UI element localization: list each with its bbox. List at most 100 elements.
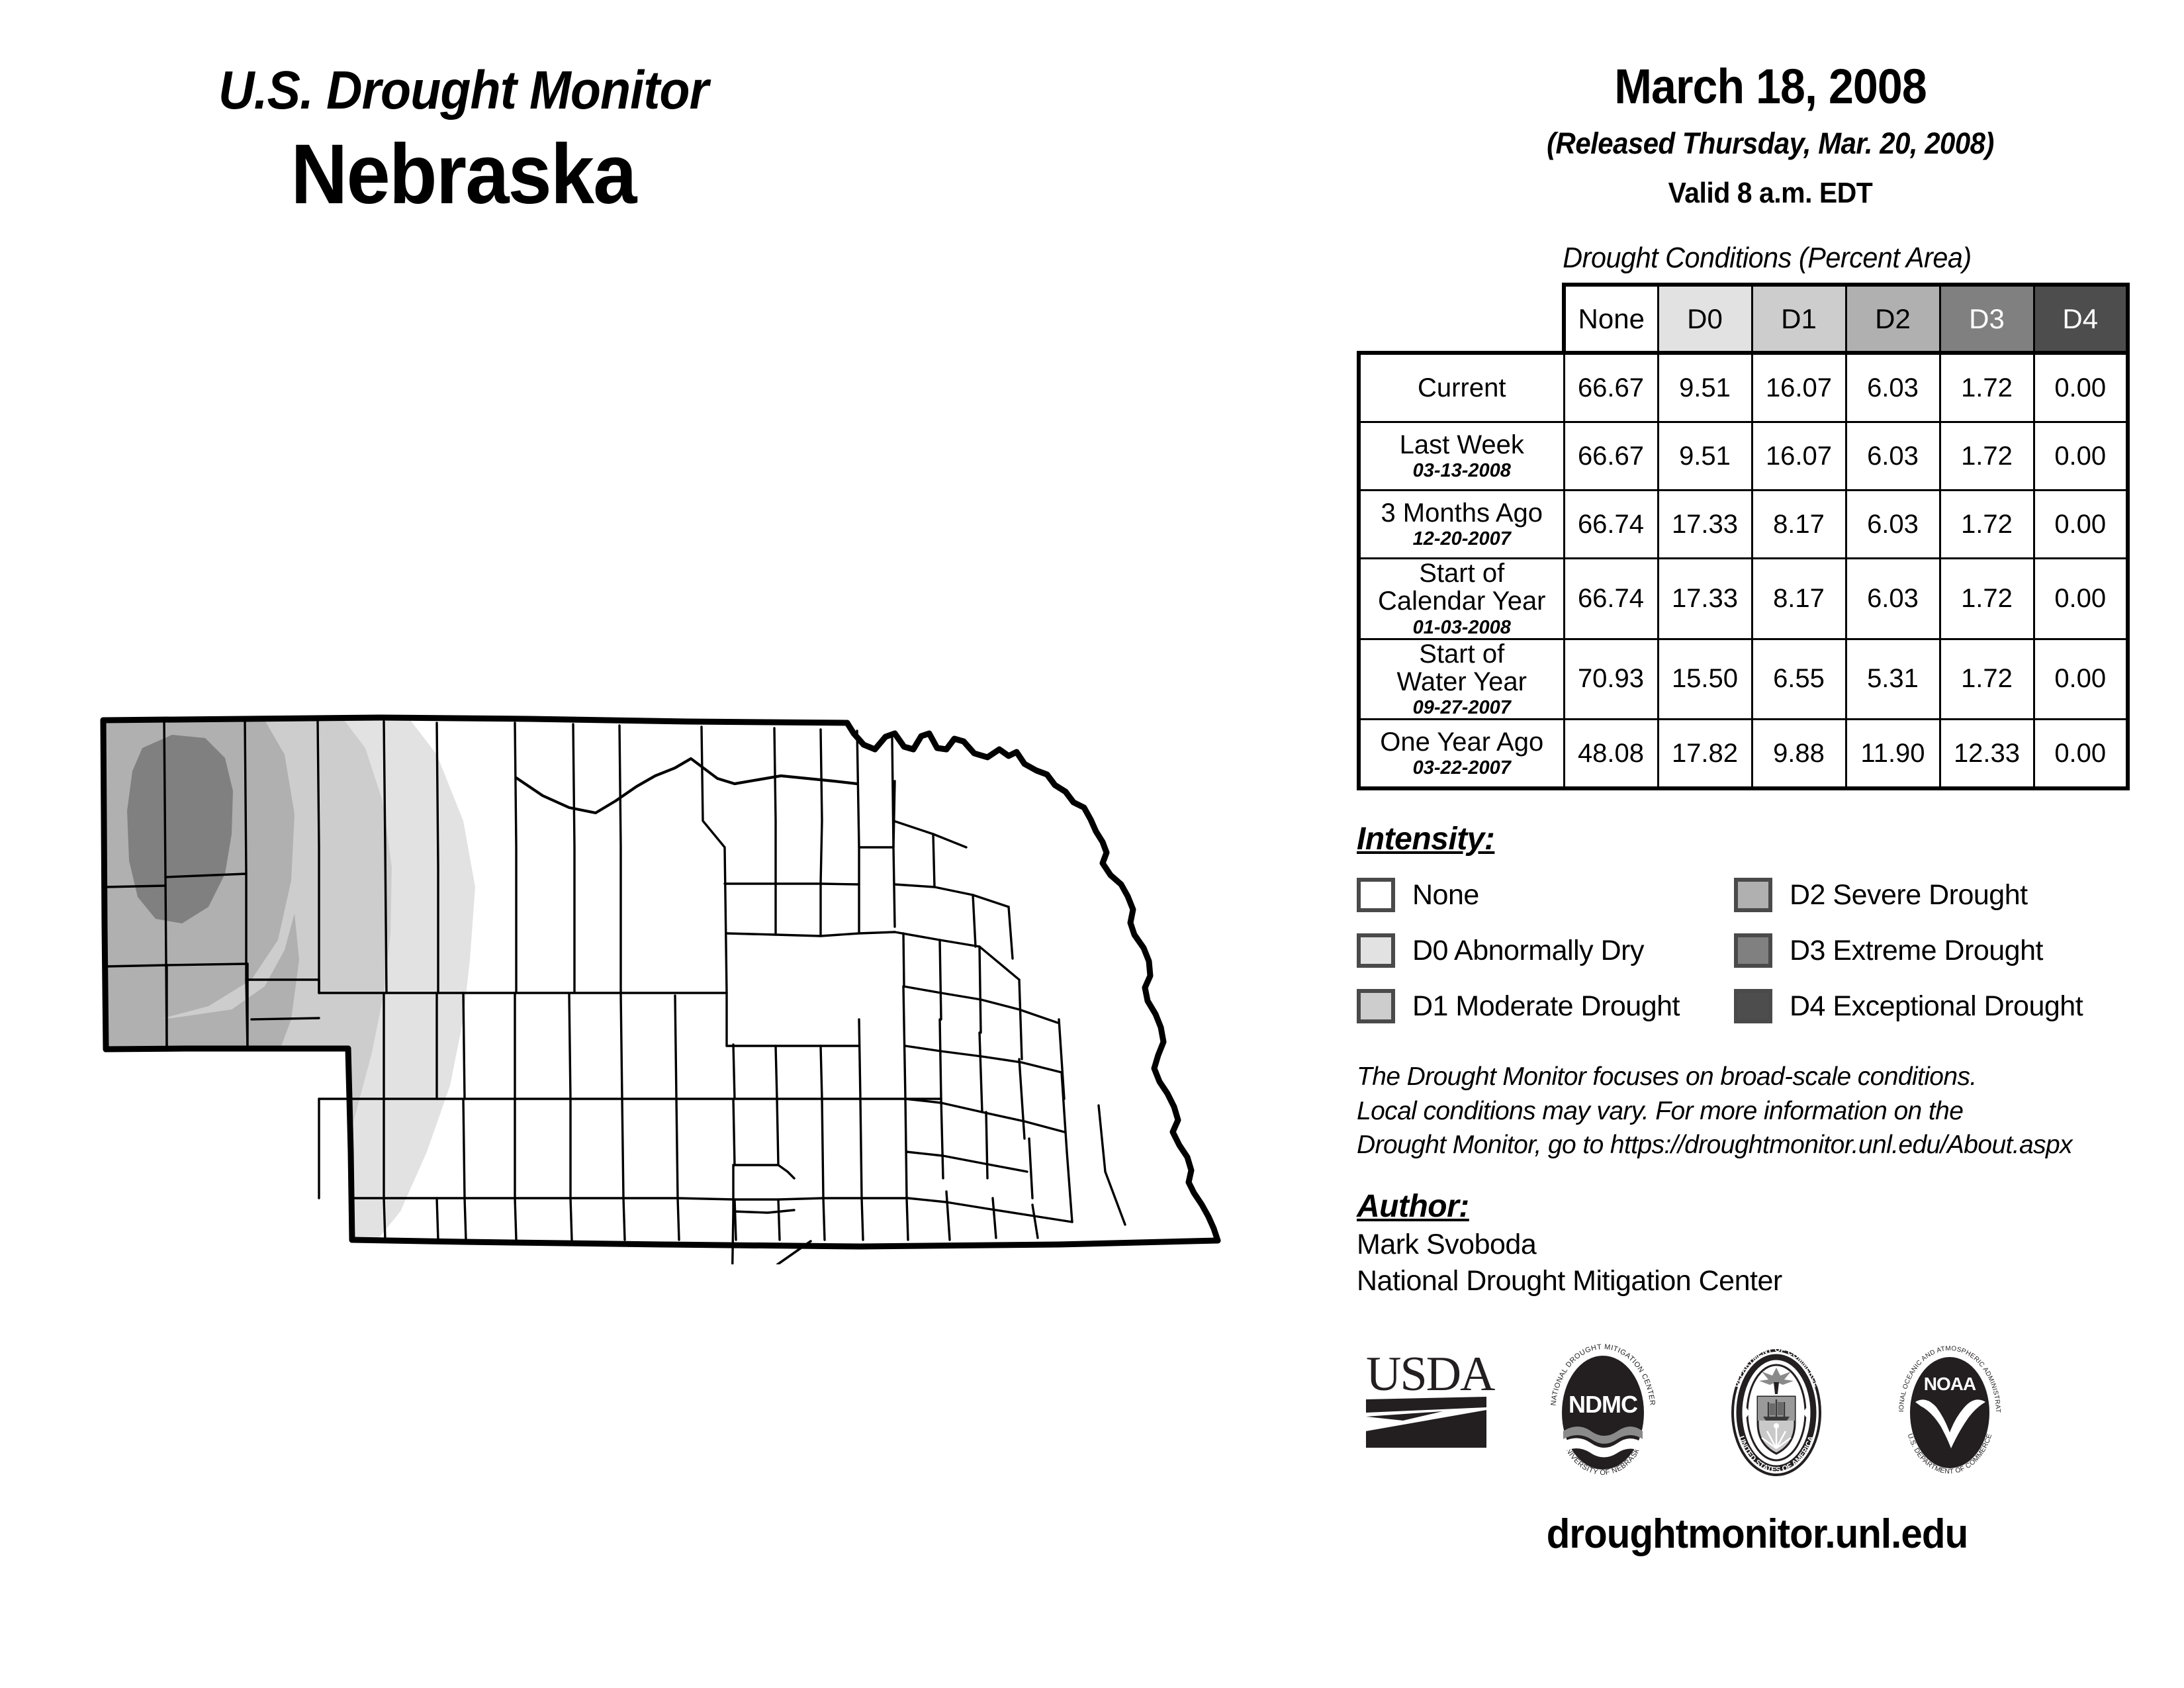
cell: 8.17 [1751,557,1847,640]
cell: 70.93 [1563,637,1659,721]
cell: 1.72 [1938,351,2035,423]
row-label-last-week: Last Week 03-13-2008 [1357,421,1565,491]
svg-text:NOAA: NOAA [1924,1374,1976,1394]
state-outline [100,714,1221,1250]
cell: 0.00 [2032,489,2130,559]
cell: 66.67 [1563,351,1659,423]
cell: 66.67 [1563,421,1659,491]
row-label-text: Start of Calendar Year [1377,559,1546,616]
usda-logo: USDA [1363,1338,1496,1477]
cell: 17.33 [1657,557,1753,640]
county-boundaries [103,718,1126,1264]
svg-text:NDMC: NDMC [1569,1391,1638,1418]
cell: 8.17 [1751,489,1847,559]
cell: 66.74 [1563,489,1659,559]
cell: 6.03 [1844,351,1941,423]
disclaimer-text: The Drought Monitor focuses on broad-sca… [1357,1060,2184,1162]
nebraska-drought-map [66,649,1324,1264]
table-body: Current 66.67 9.51 16.07 6.03 1.72 0.00 … [1357,351,2130,791]
column-header-d2: D2 [1844,283,1941,354]
row-label-date: 12-20-2007 [1412,528,1511,550]
row-label-start-of-water-year: Start of Water Year 09-27-2007 [1357,637,1565,721]
cell: 17.82 [1657,718,1753,791]
cell: 0.00 [2032,351,2130,423]
column-header-d1: D1 [1751,283,1847,354]
column-header-none: None [1562,283,1659,354]
table-row: 3 Months Ago 12-20-2007 66.74 17.33 8.17… [1357,489,2130,559]
legend-swatch-d1 [1357,989,1395,1024]
row-label-text: 3 Months Ago [1381,498,1543,528]
table-header-row: None D0 D1 D2 D3 D4 [1359,283,2130,354]
cell: 9.51 [1657,351,1753,423]
legend-swatch-d2 [1734,878,1772,913]
row-label-date: 01-03-2008 [1412,616,1511,638]
table-row: Start of Water Year 09-27-2007 70.93 15.5… [1357,637,2130,721]
row-label-current: Current [1357,351,1565,423]
legend-label: D4 Exceptional Drought [1790,990,2083,1022]
cell: 5.31 [1844,637,1941,721]
cell: 0.00 [2032,557,2130,640]
cell: 1.72 [1938,557,2035,640]
table-row: Last Week 03-13-2008 66.67 9.51 16.07 6.… [1357,421,2130,491]
row-label-date: 09-27-2007 [1412,697,1511,719]
legend-label: D1 Moderate Drought [1412,990,1680,1022]
row-label-text: Current [1418,373,1506,402]
author-name: Mark Svoboda [1357,1229,1537,1261]
cell: 6.55 [1751,637,1847,721]
disclaimer-line-2: Local conditions may vary. For more info… [1357,1096,1964,1125]
cell: 0.00 [2032,718,2130,791]
cell: 17.33 [1657,489,1753,559]
table-row: Start of Calendar Year 01-03-2008 66.74 1… [1357,557,2130,640]
svg-text:USDA: USDA [1366,1347,1495,1401]
cell: 6.03 [1844,421,1941,491]
legend-label: D2 Severe Drought [1790,878,2028,911]
cell: 11.90 [1844,718,1941,791]
legend-swatch-d4 [1734,989,1772,1024]
program-title: U.S. Drought Monitor [218,60,709,120]
row-label-text: Start of Water Year [1396,639,1527,696]
table-row: Current 66.67 9.51 16.07 6.03 1.72 0.00 [1357,351,2130,423]
map-panel: U.S. Drought Monitor Nebraska [66,60,1324,1264]
valid-time: Valid 8 a.m. EDT [1668,177,1873,209]
author-affiliation: National Drought Mitigation Center [1357,1265,1782,1297]
legend-label: None [1412,878,1479,911]
table-corner-cell [1359,285,1564,353]
row-label-3-months-ago: 3 Months Ago 12-20-2007 [1357,489,1565,559]
legend-item-d0: D0 Abnormally Dry [1357,926,1734,975]
report-date: March 18, 2008 [1614,59,1927,114]
legend-item-none: None [1357,870,1734,919]
table-title: Drought Conditions (Percent Area) [1563,242,1972,274]
cell: 66.74 [1563,557,1659,640]
logo-row: USDA NATIONAL DROUGHT MITIGATION CENTER … [1363,1333,2184,1477]
column-header-d0: D0 [1657,283,1753,354]
cell: 12.33 [1938,718,2035,791]
disclaimer-line-3: Drought Monitor, go to https://droughtmo… [1357,1130,2073,1159]
drought-conditions-table: None D0 D1 D2 D3 D4 Current 66.67 9.51 1… [1357,283,2130,791]
cell: 16.07 [1751,421,1847,491]
cell: 16.07 [1751,351,1847,423]
row-label-date: 03-22-2007 [1412,757,1511,779]
author-heading: Author: [1357,1189,1469,1225]
cell: 0.00 [2032,421,2130,491]
row-label-one-year-ago: One Year Ago 03-22-2007 [1357,718,1565,791]
row-label-date: 03-13-2008 [1412,460,1511,482]
legend-item-d1: D1 Moderate Drought [1357,982,1734,1031]
column-header-d4: D4 [2032,283,2130,354]
cell: 6.03 [1844,557,1941,640]
noaa-logo: NATIONAL OCEANIC AND ATMOSPHERIC ADMINIS… [1881,1333,2016,1477]
cell: 1.72 [1938,637,2035,721]
row-label-text: One Year Ago [1380,727,1544,757]
legend-swatch-none [1357,878,1395,913]
legend-swatch-d0 [1357,933,1395,968]
footer-url: droughtmonitor.unl.edu [1546,1511,1968,1558]
row-label-start-of-calendar-year: Start of Calendar Year 01-03-2008 [1357,557,1565,640]
info-panel: March 18, 2008 (Released Thursday, Mar. … [1357,0,2184,1688]
cell: 0.00 [2032,637,2130,721]
cell: 48.08 [1563,718,1659,791]
cell: 9.88 [1751,718,1847,791]
cell: 1.72 [1938,489,2035,559]
legend-item-d2: D2 Severe Drought [1734,870,2111,919]
intensity-legend: None D2 Severe Drought D0 Abnormally Dry… [1357,870,2184,1031]
ndmc-logo: NATIONAL DROUGHT MITIGATION CENTER UNIVE… [1537,1338,1669,1477]
disclaimer-line-1: The Drought Monitor focuses on broad-sca… [1357,1062,1977,1092]
